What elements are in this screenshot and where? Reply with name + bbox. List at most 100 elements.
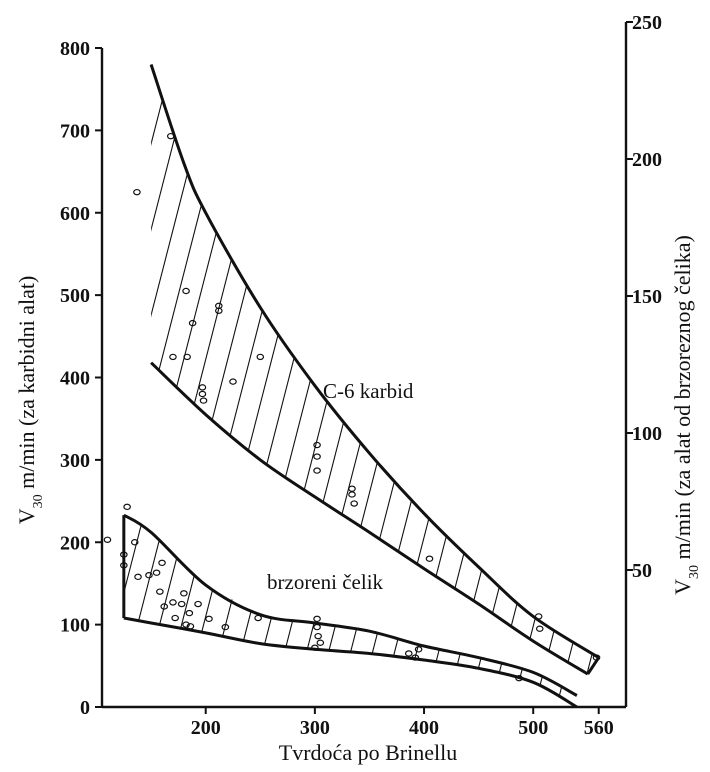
data-point-steel: [316, 639, 325, 646]
data-point-steel: [130, 539, 139, 546]
hatch-line-carbide: [371, 64, 563, 674]
data-point-steel: [311, 644, 319, 651]
y-right-tick-label: 200: [632, 149, 662, 171]
y-right-axis-title: V30 m/min (za alat od brzoreznog čelika): [670, 235, 702, 595]
data-point-steel: [180, 590, 188, 597]
data-point-steel: [120, 562, 128, 569]
hatch-line-carbide: [151, 64, 189, 674]
y-right-tick-label: 50: [632, 560, 652, 582]
data-point-carbide: [256, 353, 265, 361]
data-point-steel: [103, 536, 112, 543]
hatch-line-steel: [195, 515, 387, 707]
data-point-carbide: [166, 132, 175, 140]
data-point-carbide: [348, 485, 356, 492]
data-point-carbide: [425, 555, 434, 562]
data-point-carbide: [215, 307, 223, 314]
data-point-steel: [152, 569, 161, 576]
data-point-carbide: [348, 491, 356, 498]
data-point-carbide: [592, 654, 601, 661]
hatch-line-carbide: [702, 0, 710, 740]
data-point-steel: [169, 599, 177, 606]
hatch-line-steel: [481, 515, 577, 707]
hatch-line-steel: [415, 515, 577, 707]
x-axis-title: Tvrdoća po Brinellu: [279, 740, 457, 765]
data-point-carbide: [198, 384, 207, 391]
annotation-steel: brzoreni čelik: [267, 570, 384, 594]
hatch-line-steel: [283, 515, 475, 707]
ticks: 0 100 200 300 400 500 600 700 800 200 300 400 500 560…: [60, 12, 662, 739]
data-point-steel: [158, 559, 166, 567]
hatch-line-carbide: [481, 64, 599, 674]
data-point-carbide: [229, 378, 237, 385]
y-left-tick-label: 400: [60, 368, 90, 390]
data-point-steel: [182, 621, 190, 628]
data-points: [103, 132, 601, 682]
y-right-title-rest: m/min (za alat od brzoreznog čelika): [670, 235, 695, 565]
data-point-steel: [186, 623, 195, 630]
y-left-title-sub: 30: [31, 494, 46, 508]
y-left-tick-label: 300: [60, 450, 90, 472]
y-right-tick-label: 150: [632, 286, 662, 308]
data-point-steel: [221, 623, 230, 631]
hatch-line-steel: [0, 0, 12, 740]
data-point-carbide: [535, 625, 544, 632]
hatch-line-carbide: [393, 64, 585, 674]
hatch-line-steel: [393, 515, 577, 707]
data-point-steel: [177, 600, 186, 608]
hatch-line-steel: [129, 515, 321, 707]
hatch-line-carbide: [459, 64, 599, 674]
data-point-carbide: [534, 613, 543, 620]
hatch-line-steel: [459, 515, 577, 707]
data-point-steel: [171, 614, 179, 622]
hatch-line-steel: [151, 515, 343, 707]
data-point-carbide: [350, 500, 358, 507]
data-point-steel: [313, 623, 321, 631]
data-point-steel: [120, 551, 128, 558]
data-point-carbide: [313, 453, 321, 460]
hatch-line-carbide: [614, 0, 710, 740]
steel-upper-boundary: [123, 513, 578, 697]
y-left-title-rest: m/min (za karbidni alat): [14, 276, 39, 495]
x-tick-label: 500: [518, 717, 548, 739]
hatch-line-steel: [217, 515, 409, 707]
x-tick-label: 560: [584, 717, 614, 739]
hatch-line-steel: [349, 515, 541, 707]
hatch-line-carbide: [349, 64, 541, 674]
data-point-steel: [313, 615, 321, 623]
carbide-lower-boundary: [150, 361, 589, 676]
carbide-upper-boundary: [149, 64, 600, 659]
data-point-steel: [205, 615, 213, 623]
hatch-line-steel: [614, 0, 710, 740]
steel-lower-boundary: [123, 616, 578, 709]
annotation-carbide: C-6 karbid: [323, 379, 414, 403]
data-point-steel: [156, 588, 164, 595]
data-point-steel: [411, 654, 420, 661]
data-point-carbide: [133, 188, 141, 196]
data-point-steel: [145, 572, 153, 579]
y-right-title-main: V: [670, 579, 695, 595]
x-tick-label: 300: [300, 717, 330, 739]
data-point-steel: [414, 646, 423, 653]
data-point-steel: [160, 603, 169, 610]
hatch-line-steel: [123, 515, 299, 707]
data-point-steel: [194, 600, 202, 608]
data-point-steel: [254, 614, 262, 622]
data-point-steel: [123, 503, 131, 511]
hatch-line-carbide: [503, 64, 599, 674]
data-point-carbide: [313, 441, 321, 449]
hatch-line-steel: [371, 515, 563, 707]
hatch-line-steel: [305, 515, 497, 707]
hatch-line-carbide: [415, 64, 599, 674]
y-left-tick-label: 800: [60, 38, 90, 60]
data-point-carbide: [183, 353, 191, 361]
y-right-title-sub: 30: [687, 565, 702, 579]
x-tick-label: 400: [409, 717, 439, 739]
data-point-steel: [404, 650, 413, 657]
hatch-line-steel: [702, 0, 710, 740]
y-left-tick-label: 700: [60, 120, 90, 142]
y-left-axis-title: V30 m/min (za karbidni alat): [14, 276, 46, 525]
y-left-title-main: V: [14, 508, 39, 524]
y-right-tick-label: 250: [632, 12, 662, 34]
y-left-tick-label: 500: [60, 285, 90, 307]
